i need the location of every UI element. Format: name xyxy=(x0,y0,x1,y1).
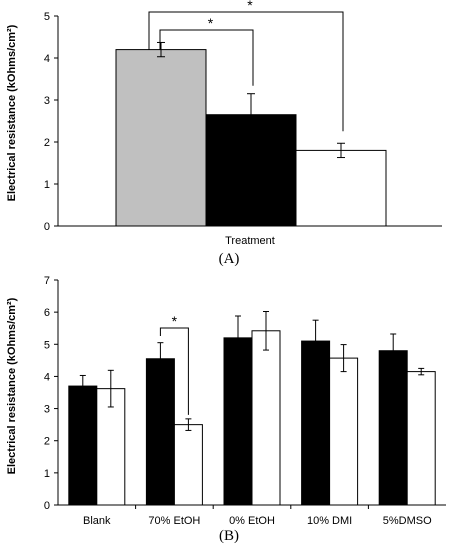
chart-a-y-tick-label: 3 xyxy=(44,95,50,107)
chart-b-panel-label: (B) xyxy=(219,528,239,544)
chart-b-category-label: 5%DMSO xyxy=(383,515,432,527)
chart-b-category-label: 0% EtOH xyxy=(229,515,275,527)
chart-b-error-bar xyxy=(107,369,114,408)
chart-b-bar xyxy=(406,371,436,506)
chart-b-y-tick-label: 4 xyxy=(44,371,50,383)
chart-a-error-bar xyxy=(247,93,255,137)
chart-b-bar xyxy=(68,385,98,506)
chart-a-bar xyxy=(115,49,207,227)
chart-b-y-tick-label: 1 xyxy=(44,468,50,480)
chart-a-significance-bracket xyxy=(148,11,344,132)
chart-b-y-axis-label: Electrical resistance (kOhms/cm²) xyxy=(6,297,18,474)
chart-a-significance-label: * xyxy=(208,15,214,31)
chart-a-x-axis-label: Treatment xyxy=(225,235,275,247)
chart-b-significance-label: * xyxy=(172,313,178,329)
chart-b-bar xyxy=(301,340,331,506)
chart-b-bar xyxy=(378,350,408,506)
chart-a-y-tick-label: 5 xyxy=(44,11,50,23)
chart-b-category-label: 70% EtOH xyxy=(148,515,200,527)
chart-b-bar xyxy=(145,358,175,506)
chart-b: Electrical resistance (kOhms/cm²) (B) 0 1… xyxy=(6,275,446,544)
chart-a-y-axis-label: Electrical resistance (kOhms/cm²) xyxy=(6,24,18,201)
chart-a-y-tick-label: 2 xyxy=(44,137,50,149)
chart-a-error-bar xyxy=(157,41,165,58)
chart-b-error-bar xyxy=(157,342,164,376)
chart-a-panel-label: (A) xyxy=(219,251,240,267)
chart-b-y-tick-label: 3 xyxy=(44,404,50,416)
chart-b-error-bar xyxy=(312,319,319,363)
chart-b-y-tick-label: 5 xyxy=(44,339,50,351)
chart-a-error-bar xyxy=(337,142,345,159)
chart-a: Electrical resistance (kOhms/cm²) Treatm… xyxy=(6,0,442,267)
chart-b-significance-bracket xyxy=(159,327,189,415)
chart-b-bar xyxy=(96,388,126,506)
chart-b-y-tick-label: 6 xyxy=(44,307,50,319)
chart-a-y-tick-label: 4 xyxy=(44,53,50,65)
chart-b-category-label: Blank xyxy=(83,515,111,527)
chart-b-error-bar xyxy=(235,315,241,361)
chart-b-bar xyxy=(329,357,359,506)
chart-b-category-label: 10% DMI xyxy=(307,515,352,527)
chart-a-y-tick-label: 0 xyxy=(44,221,50,233)
chart-a-significance-label: * xyxy=(247,0,253,13)
chart-a-bar xyxy=(295,149,387,227)
chart-b-bar xyxy=(223,337,253,506)
chart-b-error-bar xyxy=(340,344,347,373)
chart-b-error-bar xyxy=(79,374,86,398)
chart-b-error-bar xyxy=(185,418,192,431)
chart-b-error-bar xyxy=(390,333,397,368)
chart-b-error-bar xyxy=(418,367,425,376)
chart-b-bar xyxy=(251,330,281,506)
chart-b-y-tick-label: 7 xyxy=(44,275,50,287)
chart-a-y-tick-label: 1 xyxy=(44,179,50,191)
chart-a-significance-bracket xyxy=(159,29,254,86)
chart-b-error-bar xyxy=(263,311,269,351)
chart-b-y-tick-label: 0 xyxy=(44,500,50,512)
chart-b-y-tick-label: 2 xyxy=(44,436,50,448)
chart-b-bar xyxy=(173,424,203,506)
